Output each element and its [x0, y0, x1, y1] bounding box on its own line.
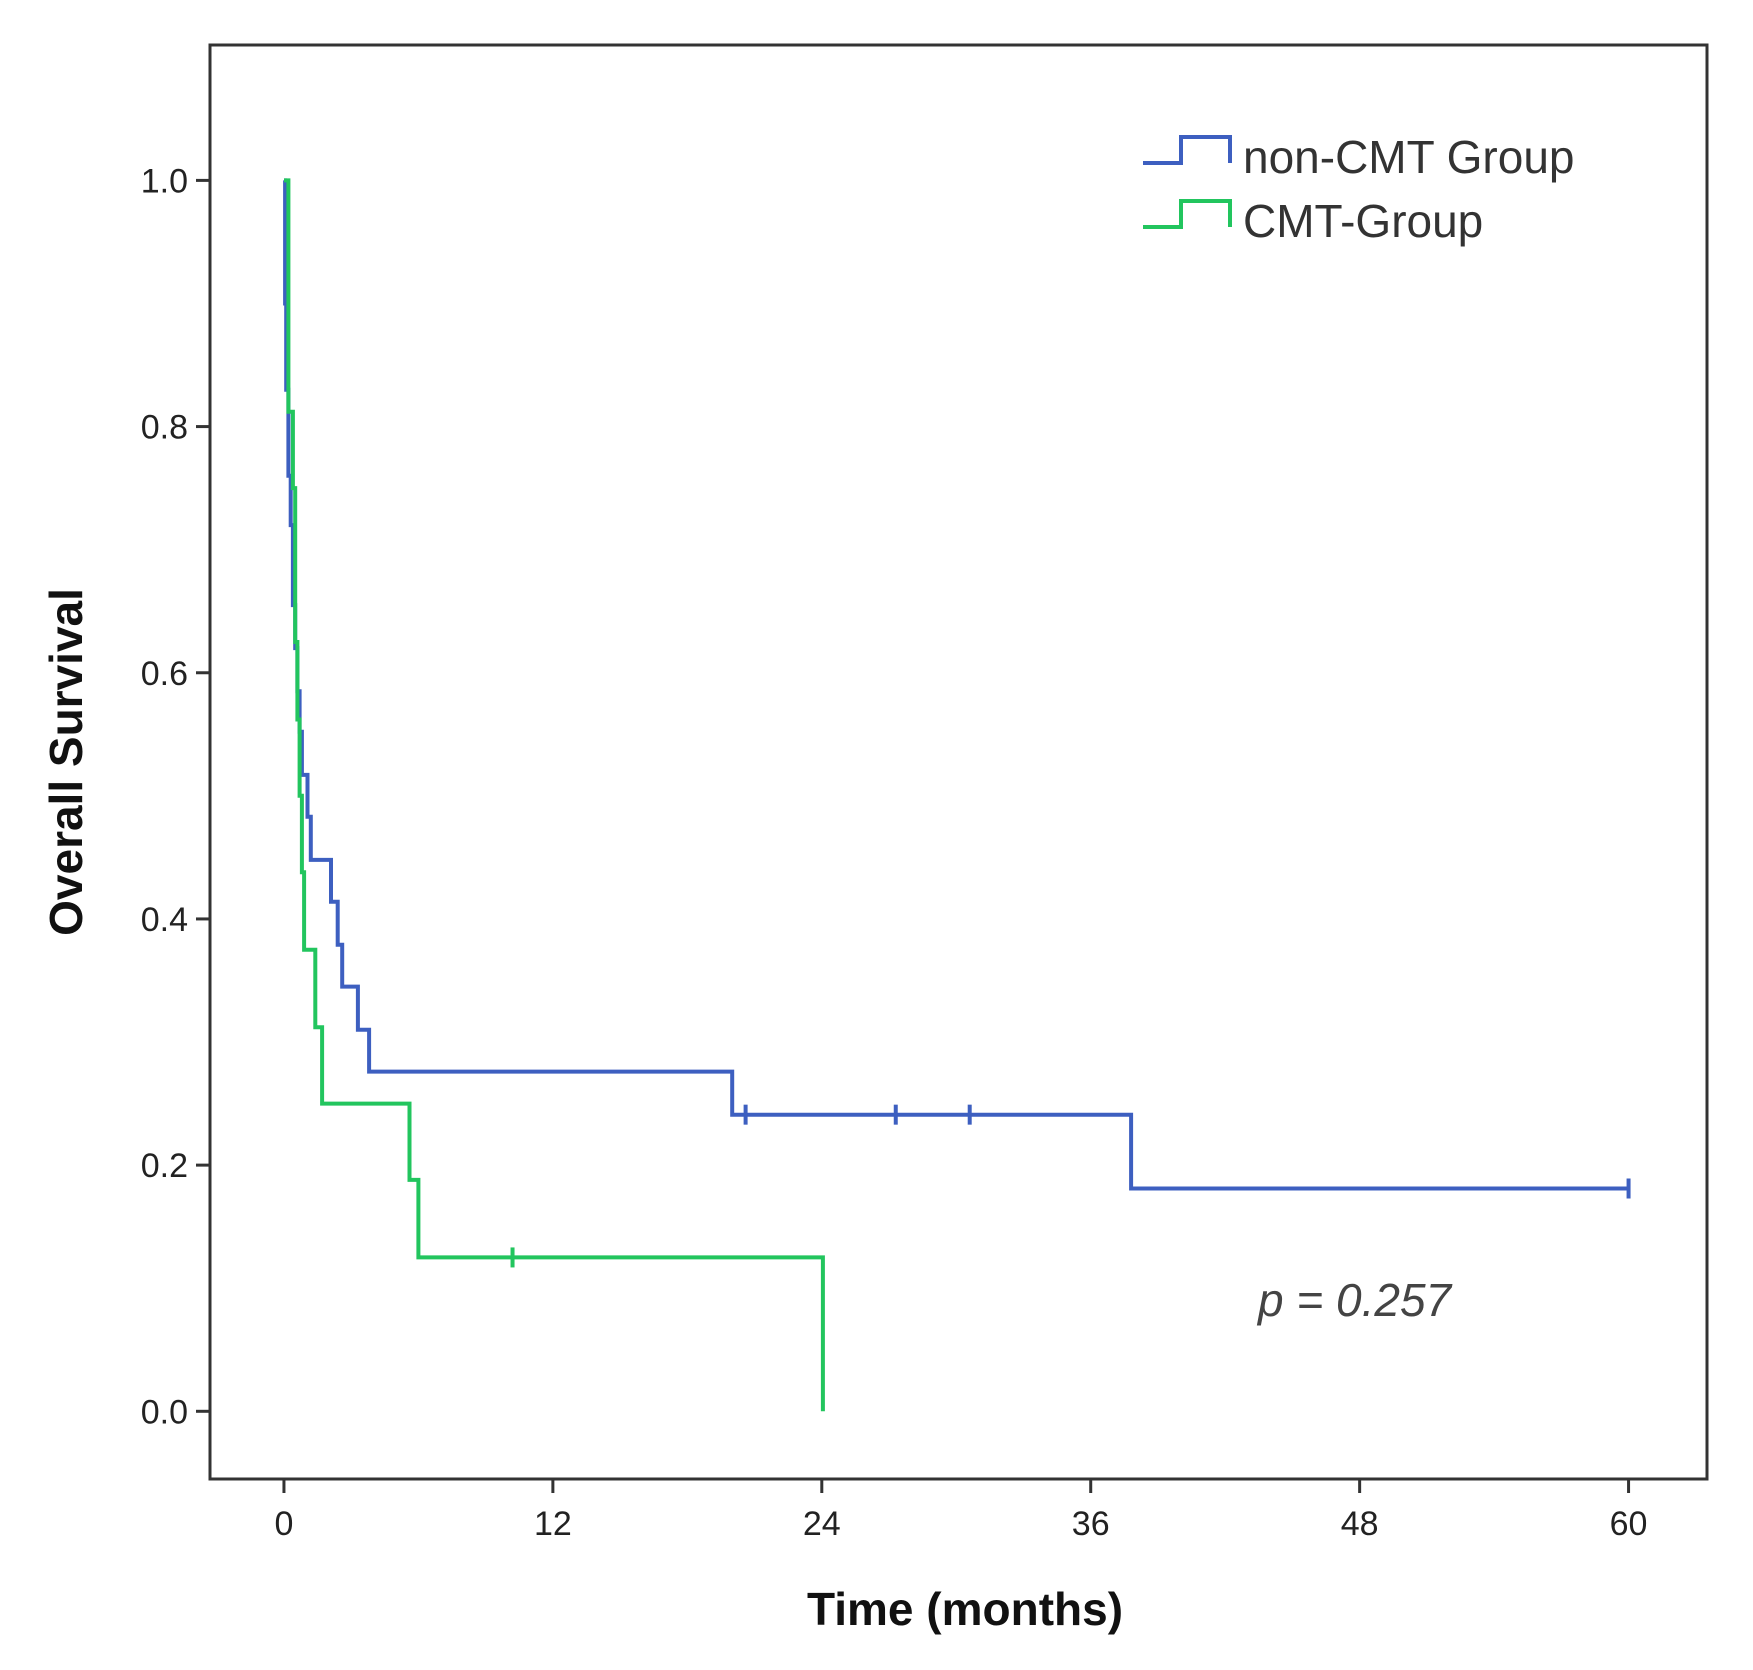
x-tick-label: 24 [803, 1505, 841, 1543]
y-tick-label: 0.8 [141, 409, 188, 447]
x-tick-label: 48 [1341, 1505, 1379, 1543]
x-axis-ticks: 0 12 24 36 48 60 [274, 1479, 1647, 1543]
y-axis-ticks: 0.0 0.2 0.4 0.6 0.8 1.0 [141, 162, 210, 1431]
y-tick-label: 0.0 [141, 1393, 188, 1431]
y-axis-title: Overall Survival [40, 588, 92, 936]
x-tick-label: 12 [534, 1505, 572, 1543]
y-tick-label: 0.6 [141, 655, 188, 693]
y-tick-label: 0.4 [141, 901, 188, 939]
p-value-annotation: p = 0.257 [1256, 1274, 1453, 1326]
legend: non-CMT Group CMT-Group [1143, 131, 1575, 247]
legend-swatch-non-cmt [1143, 135, 1232, 165]
y-tick-label: 1.0 [141, 162, 188, 200]
survival-curve-non-cmt [283, 178, 1629, 1191]
survival-curve-cmt [284, 178, 825, 1412]
legend-label-non-cmt: non-CMT Group [1243, 131, 1575, 183]
plot-area-frame [208, 43, 1709, 1481]
x-axis-title: Time (months) [807, 1583, 1123, 1635]
x-tick-label: 60 [1610, 1505, 1648, 1543]
x-tick-label: 0 [274, 1505, 293, 1543]
legend-swatch-cmt [1143, 199, 1232, 229]
legend-label-cmt: CMT-Group [1243, 195, 1483, 247]
survival-curves [283, 178, 1631, 1412]
y-tick-label: 0.2 [141, 1147, 188, 1185]
x-tick-label: 36 [1072, 1505, 1110, 1543]
